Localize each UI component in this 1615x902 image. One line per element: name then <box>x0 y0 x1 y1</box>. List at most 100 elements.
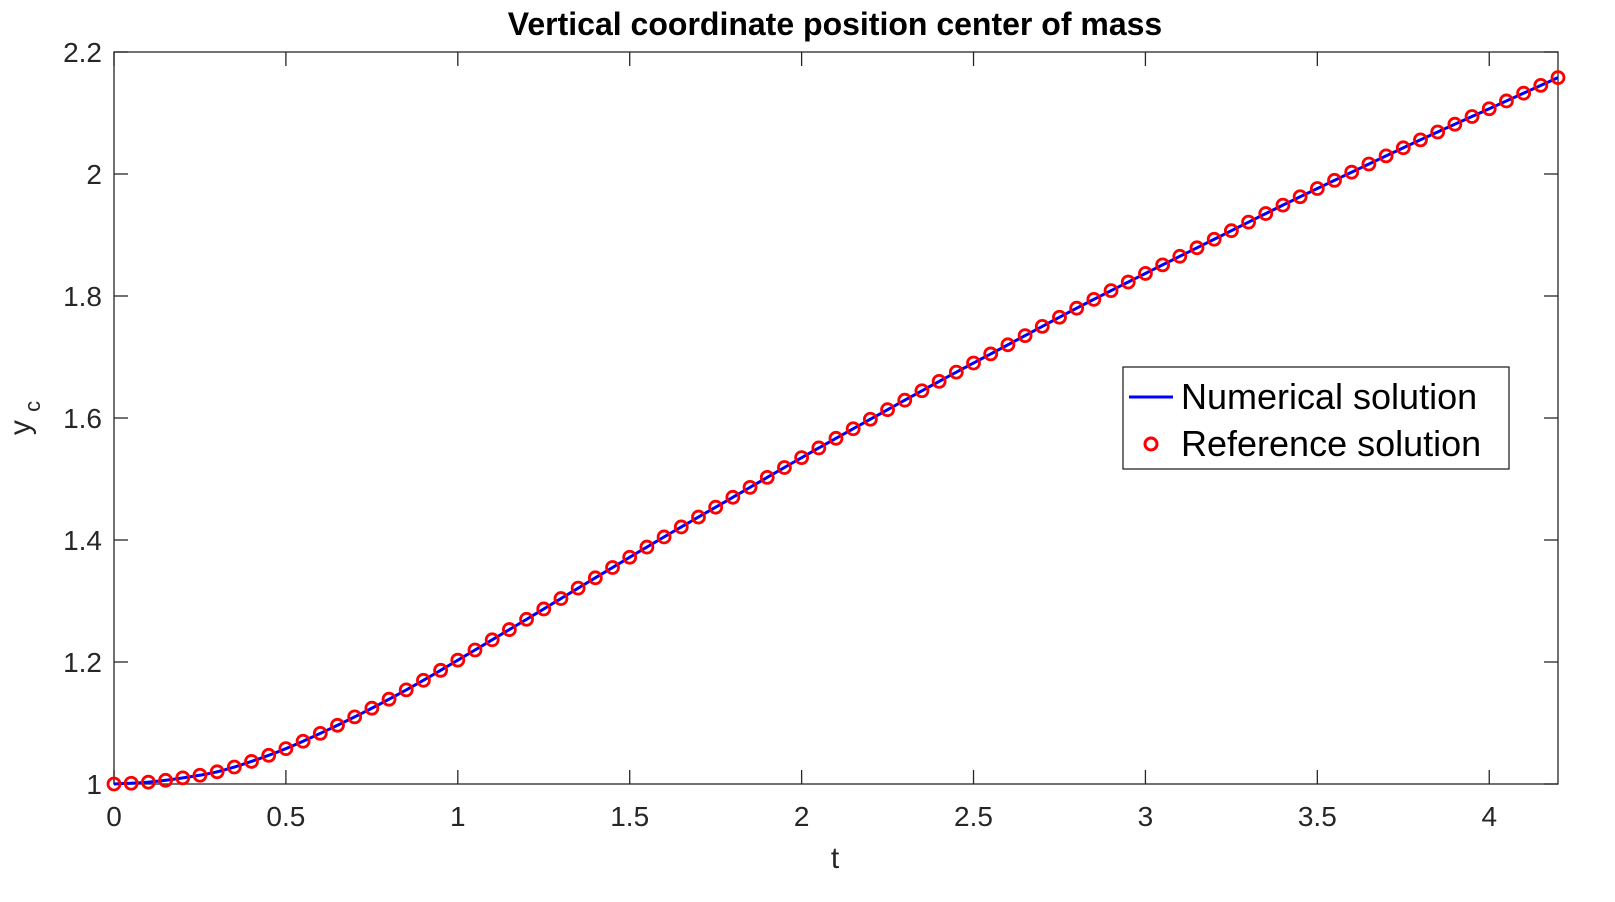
reference-marker <box>587 570 603 586</box>
reference-marker <box>1395 140 1411 156</box>
reference-marker <box>691 509 706 525</box>
reference-marker <box>639 539 655 555</box>
reference-marker <box>1000 337 1016 353</box>
reference-marker <box>501 622 517 637</box>
reference-marker <box>1258 206 1274 221</box>
reference-marker <box>862 411 878 427</box>
reference-marker <box>278 741 294 757</box>
reference-marker <box>158 772 173 788</box>
x-tick-label: 2 <box>794 801 810 832</box>
reference-marker <box>1499 93 1514 109</box>
y-axis-title: y c <box>4 401 45 435</box>
reference-marker <box>1206 231 1222 247</box>
reference-marker <box>1327 172 1342 188</box>
reference-marker <box>811 440 827 456</box>
reference-marker <box>570 580 586 596</box>
reference-marker <box>1550 70 1566 86</box>
reference-marker <box>175 770 191 786</box>
reference-marker <box>1533 78 1549 93</box>
y-tick-label: 2.2 <box>63 37 102 68</box>
reference-marker <box>1223 223 1239 239</box>
x-axis-title: t <box>831 842 840 875</box>
reference-marker <box>742 479 758 495</box>
reference-marker <box>1120 274 1136 290</box>
reference-marker <box>1052 309 1067 325</box>
reference-marker <box>794 450 810 466</box>
y-tick-label: 1.4 <box>63 525 102 556</box>
reference-marker <box>536 601 552 617</box>
reference-marker <box>622 549 638 565</box>
reference-marker <box>192 767 208 783</box>
reference-marker <box>1481 101 1497 117</box>
x-tick-label: 1.5 <box>610 801 649 832</box>
reference-marker <box>261 747 277 763</box>
y-axis: 1 1.2 1.4 1.6 1.8 2 2.2 <box>63 37 1558 800</box>
reference-marker <box>1430 124 1446 140</box>
reference-marker <box>605 560 620 575</box>
svg-text:y c: y c <box>4 401 45 435</box>
legend-label-reference: Reference solution <box>1181 423 1481 464</box>
reference-marker <box>312 725 328 741</box>
reference-marker <box>966 355 981 371</box>
x-tick-label: 2.5 <box>954 801 993 832</box>
reference-marker <box>106 776 122 792</box>
reference-marker <box>828 430 844 446</box>
reference-marker <box>553 591 569 606</box>
reference-marker <box>656 529 672 545</box>
y-tick-label: 1.2 <box>63 647 102 678</box>
reference-marker <box>1516 85 1532 101</box>
reference-marker <box>209 764 225 780</box>
reference-marker <box>381 691 397 707</box>
reference-marker <box>880 402 895 418</box>
reference-marker <box>140 774 156 790</box>
x-tick-label: 3.5 <box>1298 801 1337 832</box>
reference-marker <box>725 489 741 505</box>
reference-marker <box>1292 189 1308 205</box>
x-tick-label: 1 <box>450 801 466 832</box>
reference-marker <box>1017 328 1033 344</box>
reference-marker <box>1103 283 1119 299</box>
reference-marker <box>1309 181 1325 196</box>
y-axis-title-subscript: c <box>20 401 45 412</box>
x-tick-label: 4 <box>1481 801 1497 832</box>
x-axis: 0 0.5 1 1.5 2 2.5 3 3.5 4 <box>106 52 1497 832</box>
reference-marker <box>759 469 775 485</box>
reference-marker <box>673 519 689 535</box>
reference-marker <box>450 652 466 668</box>
y-tick-label: 1 <box>86 769 102 800</box>
reference-marker <box>983 346 999 362</box>
legend-label-numerical: Numerical solution <box>1181 376 1477 417</box>
y-tick-label: 1.6 <box>63 403 102 434</box>
reference-marker <box>1155 257 1171 273</box>
reference-marker <box>1069 300 1085 316</box>
reference-marker <box>484 632 500 648</box>
reference-marker <box>1241 214 1256 230</box>
reference-marker <box>1447 116 1463 132</box>
chart-title: Vertical coordinate position center of m… <box>508 6 1162 42</box>
reference-marker <box>1172 248 1188 264</box>
reference-marker <box>948 364 964 380</box>
legend: Numerical solution Reference solution <box>1122 366 1510 470</box>
series-layer <box>106 70 1566 792</box>
x-tick-label: 0.5 <box>266 801 305 832</box>
y-axis-title-main: y <box>4 420 37 435</box>
x-tick-label: 3 <box>1138 801 1154 832</box>
reference-marker <box>1464 109 1480 124</box>
reference-marker <box>398 682 414 698</box>
reference-marker <box>330 717 345 733</box>
reference-marker <box>433 662 449 678</box>
reference-marker <box>914 383 930 399</box>
reference-marker <box>1086 291 1102 307</box>
series-line-numerical <box>113 76 1559 786</box>
reference-marker <box>519 611 534 627</box>
reference-marker <box>1138 266 1153 281</box>
reference-marker <box>1378 148 1394 164</box>
legend-box <box>1122 366 1510 470</box>
reference-marker <box>1189 240 1205 256</box>
reference-marker <box>777 460 792 475</box>
reference-marker <box>845 421 861 437</box>
reference-marker <box>347 709 363 725</box>
reference-marker <box>897 392 913 408</box>
reference-marker <box>364 700 380 716</box>
